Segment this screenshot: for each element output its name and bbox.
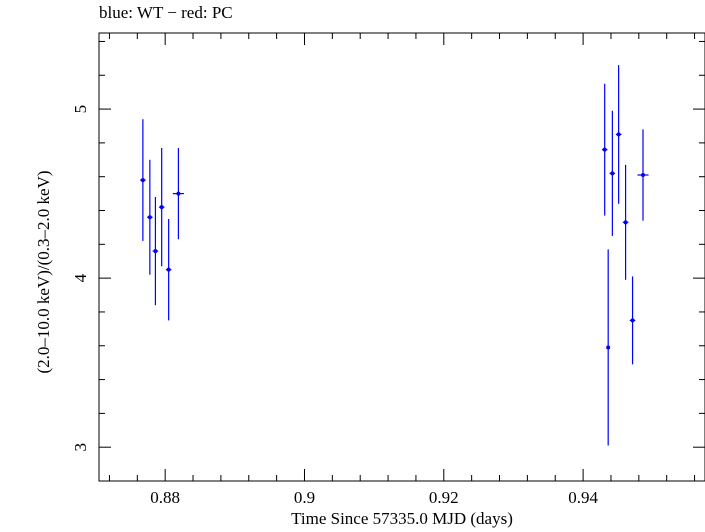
y-tick-label: 4 [71,273,90,282]
data-point [622,164,629,280]
x-tick-label: 0.9 [294,488,315,507]
point-marker [147,215,152,220]
y-axis-ticks: 3 4 5 [71,40,705,482]
data-point [637,129,649,221]
x-tick-label: 0.88 [150,488,180,507]
point-marker [641,173,646,178]
y-tick-label: 3 [71,443,90,452]
data-point [147,159,153,275]
point-marker [176,191,181,196]
point-marker [623,220,628,225]
data-point [629,276,636,365]
point-marker [153,249,158,254]
point-marker [166,267,171,272]
data-point [615,65,622,204]
x-axis-label: Time Since 57335.0 MJD (days) [291,509,513,528]
point-marker [159,205,164,210]
point-marker [630,318,635,323]
point-marker [606,345,611,350]
data-points [140,65,649,446]
plot-frame [98,32,705,482]
x-tick-label: 0.92 [429,488,459,507]
data-point [165,218,172,321]
chart-title: blue: WT − red: PC [99,3,233,22]
data-point [152,196,159,306]
x-tick-label: 0.94 [568,488,598,507]
y-axis-label: (2.0–10.0 keV)/(0.3–2.0 keV) [34,170,53,374]
data-point [140,119,146,241]
y-tick-label: 5 [71,105,90,114]
data-point [609,110,616,236]
point-marker [602,147,607,152]
data-point [158,147,165,267]
point-marker [616,132,621,137]
data-point [601,83,608,216]
point-marker [610,171,615,176]
point-marker [140,178,145,183]
data-point [172,147,184,240]
x-axis-ticks: 0.88 0.9 0.92 0.94 [108,33,696,507]
data-point [606,249,611,446]
